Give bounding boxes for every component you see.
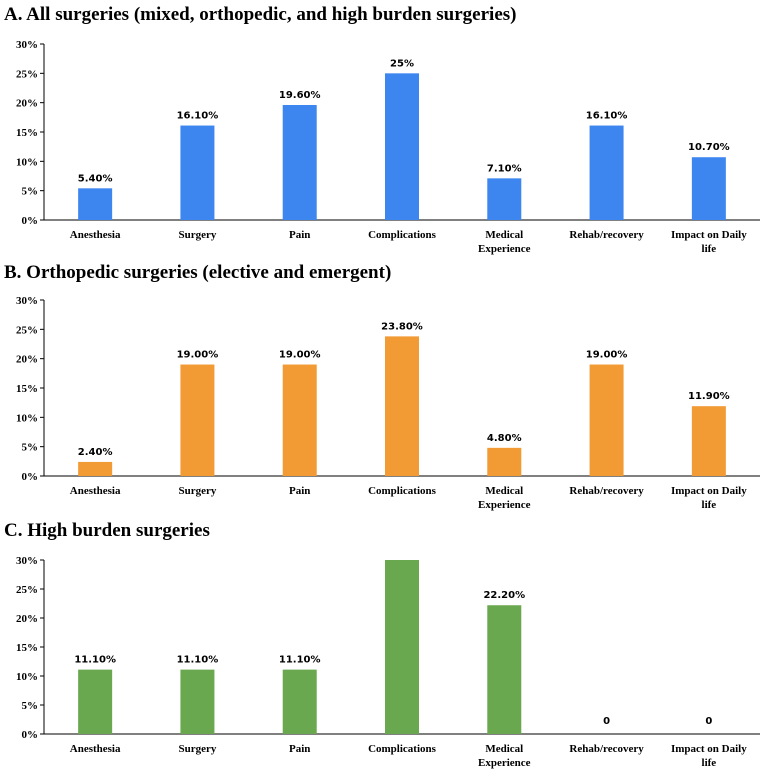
bar — [487, 447, 522, 476]
y-tick-label: 25% — [16, 68, 38, 80]
y-tick-label: 25% — [16, 584, 38, 596]
y-tick-label: 30% — [16, 555, 38, 567]
bar-chart: 0% 5% 10% 15% 20% 25% 30% 5.40% Anesthesia 16.10%… — [16, 39, 760, 255]
bar — [78, 669, 113, 734]
chart-panel-c: C. High burden surgeries 0% 5% 10% 15% 20% 25… — [0, 520, 784, 778]
x-tick-label: Medical — [485, 485, 523, 497]
data-label: 19.00% — [586, 350, 628, 361]
x-tick-label: Complications — [368, 743, 437, 755]
y-tick-label: 5% — [22, 186, 39, 198]
x-tick-label: Surgery — [178, 485, 216, 497]
x-tick-label: life — [702, 243, 717, 255]
x-tick-label: Experience — [478, 757, 531, 769]
chart-title: C. High burden surgeries — [4, 520, 210, 541]
chart-panel-b: B. Orthopedic surgeries (elective and em… — [0, 262, 784, 520]
data-label: 10.70% — [688, 142, 730, 153]
x-tick-label: life — [702, 499, 717, 511]
x-tick-label: Impact on Daily — [671, 485, 747, 497]
data-label: 11.90% — [688, 391, 730, 402]
bar — [589, 125, 624, 220]
data-label: 0 — [705, 716, 712, 727]
bar — [589, 364, 624, 476]
bar — [78, 461, 113, 476]
data-label: 16.10% — [177, 111, 219, 122]
data-label: 2.40% — [78, 447, 113, 458]
bar-chart: 0% 5% 10% 15% 20% 25% 30% 11.10% Anesthesia 11.10… — [16, 555, 760, 769]
bar — [282, 669, 317, 734]
data-label: 19.00% — [177, 350, 219, 361]
bar — [487, 605, 522, 734]
x-tick-label: life — [702, 757, 717, 769]
y-tick-label: 0% — [22, 729, 39, 741]
data-label: 23.80% — [381, 321, 423, 332]
x-tick-label: Anesthesia — [70, 485, 121, 497]
y-tick-label: 0% — [22, 471, 39, 483]
data-label: 19.60% — [279, 90, 321, 101]
data-label: 4.80% — [487, 433, 522, 444]
x-tick-label: Surgery — [178, 743, 216, 755]
y-tick-label: 15% — [16, 383, 38, 395]
x-tick-label: Rehab/recovery — [569, 485, 644, 497]
y-tick-label: 20% — [16, 98, 38, 110]
y-tick-label: 15% — [16, 642, 38, 654]
y-tick-label: 10% — [16, 412, 38, 424]
y-tick-label: 10% — [16, 156, 38, 168]
bar — [385, 73, 419, 220]
bar — [78, 188, 113, 220]
x-tick-label: Complications — [368, 485, 437, 497]
x-tick-label: Pain — [289, 743, 310, 755]
bar — [487, 178, 522, 220]
y-tick-label: 30% — [16, 39, 38, 51]
data-label: 11.10% — [74, 655, 116, 666]
x-tick-label: Surgery — [178, 229, 216, 241]
data-label: 11.10% — [279, 655, 321, 666]
x-tick-label: Anesthesia — [70, 229, 121, 241]
x-tick-label: Impact on Daily — [671, 229, 747, 241]
x-tick-label: Experience — [478, 499, 531, 511]
bar — [282, 364, 317, 476]
y-tick-label: 0% — [22, 215, 39, 227]
data-label: 0 — [603, 716, 610, 727]
chart-title: B. Orthopedic surgeries (elective and em… — [4, 262, 392, 283]
bar — [691, 157, 726, 220]
data-label: 25% — [390, 58, 414, 69]
x-tick-label: Anesthesia — [70, 743, 121, 755]
x-tick-label: Medical — [485, 743, 523, 755]
x-tick-label: Impact on Daily — [671, 743, 747, 755]
bar — [385, 336, 419, 476]
x-tick-label: Experience — [478, 243, 531, 255]
bar — [180, 669, 215, 734]
y-tick-label: 20% — [16, 354, 38, 366]
data-label: 19.00% — [279, 350, 321, 361]
bar — [180, 125, 215, 220]
data-label: 7.10% — [487, 163, 522, 174]
data-label: 11.10% — [177, 655, 219, 666]
x-tick-label: Complications — [368, 229, 437, 241]
bar — [282, 105, 317, 220]
y-tick-label: 25% — [16, 324, 38, 336]
y-tick-label: 10% — [16, 671, 38, 683]
y-tick-label: 20% — [16, 613, 38, 625]
x-tick-label: Pain — [289, 229, 310, 241]
bar-chart: 0% 5% 10% 15% 20% 25% 30% 2.40% Anesthesia 19.00%… — [16, 295, 760, 511]
bar — [385, 560, 419, 734]
y-tick-label: 15% — [16, 127, 38, 139]
bar — [180, 364, 215, 476]
data-label: 16.10% — [586, 111, 628, 122]
y-tick-label: 30% — [16, 295, 38, 307]
y-tick-label: 5% — [22, 442, 39, 454]
data-label: 22.20% — [483, 590, 525, 601]
x-tick-label: Pain — [289, 485, 310, 497]
x-tick-label: Medical — [485, 229, 523, 241]
chart-title: A. All surgeries (mixed, orthopedic, and… — [4, 4, 517, 25]
y-tick-label: 5% — [22, 700, 39, 712]
chart-panel-a: A. All surgeries (mixed, orthopedic, and… — [0, 4, 784, 259]
x-tick-label: Rehab/recovery — [569, 743, 644, 755]
x-tick-label: Rehab/recovery — [569, 229, 644, 241]
data-label: 5.40% — [78, 173, 113, 184]
bar — [691, 406, 726, 476]
